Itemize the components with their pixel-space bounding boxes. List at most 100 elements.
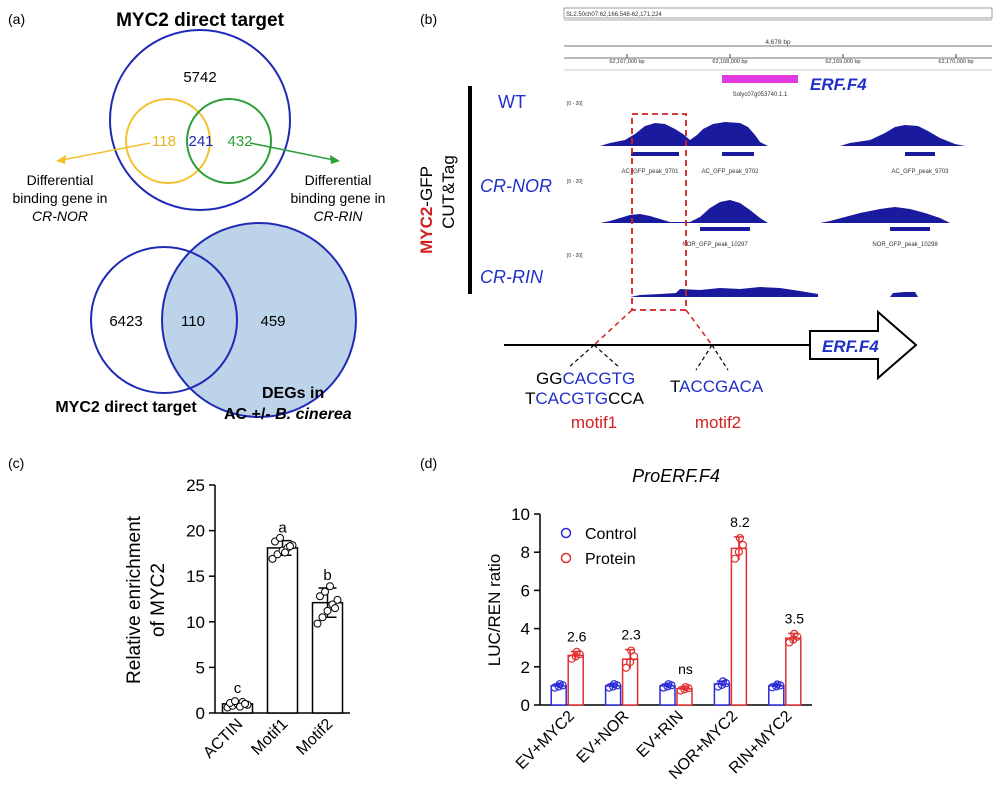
track-name-cr-nor: CR-NOR (480, 176, 552, 196)
right-note-line1: Differential (305, 172, 372, 188)
chromosome-ideogram (563, 7, 993, 19)
data-point (276, 533, 284, 542)
bar (567, 654, 584, 706)
data-point (281, 548, 289, 557)
gene-model (722, 75, 798, 83)
locus-coordinate: SL2.50ch07:62,166,548-62,171,224 (566, 12, 662, 18)
cr-rin-coverage-track (630, 287, 918, 297)
panel-c-chart: (c) 0 5 10 15 20 25 Relative enrichment of MYC2… (8, 455, 350, 762)
fold-change-label: ns (678, 661, 693, 677)
legend-label: Control (585, 526, 637, 543)
data-point (571, 652, 580, 661)
y-tick-label: 0 (196, 704, 205, 723)
yellow-arrow-line (61, 142, 151, 161)
track-name-cr-rin: CR-RIN (480, 267, 544, 287)
x-tick-label: Motif1 (248, 716, 291, 759)
data-point (626, 646, 636, 655)
bar (311, 601, 344, 714)
data-point (713, 682, 723, 691)
venn2-left-label: MYC2 direct target (55, 399, 197, 416)
highlight-box (631, 113, 687, 311)
motif2-connector (711, 344, 729, 371)
y-axis-label: LUC/REN ratio (485, 554, 504, 666)
left-note-line2: binding gene in (13, 190, 108, 206)
legend-marker (560, 527, 572, 539)
x-tick-label: ACTIN (200, 716, 246, 762)
peak-label: NOR_GFP_peak_10298 (872, 242, 938, 248)
cr-rin-signal (890, 292, 918, 297)
data-point (326, 582, 334, 591)
data-point (790, 629, 799, 638)
motif1-sequence-1: GGCACGTG (536, 369, 635, 388)
data-point (333, 595, 342, 604)
data-point (567, 654, 576, 663)
y-tick-label: 25 (186, 476, 205, 495)
data-point (268, 554, 277, 563)
data-point (231, 697, 239, 706)
motif2-connector (695, 344, 713, 371)
peak-label: AC_GFP_peak_9702 (701, 169, 759, 175)
fold-change-label: 3.5 (785, 610, 805, 626)
ruler-tick-label: 62,168,000 bp (712, 59, 747, 65)
data-point (621, 663, 631, 672)
motif1-connector (593, 344, 621, 369)
data-point (735, 533, 745, 543)
y-tick-label: 8 (521, 543, 530, 562)
ruler-tick-label: 62,170,000 bp (938, 59, 973, 65)
data-point (664, 680, 673, 689)
peak-bar (890, 227, 930, 231)
x-tick-label: Motif2 (293, 716, 336, 759)
bar (730, 547, 748, 706)
vertical-label-myc2: MYC2-GFP (417, 166, 436, 254)
x-tick-label: EV+NOR (574, 708, 633, 767)
panel-label-b: (b) (420, 11, 437, 27)
green-arrow-head (330, 155, 340, 164)
right-note-line3: CR-RIN (314, 208, 364, 224)
track-scale: [0 - 20] (567, 179, 583, 185)
peak-label: NOR_GFP_peak_10297 (682, 242, 748, 248)
panel-label-a: (a) (8, 11, 25, 27)
gene-id: Solyc07g053740.1.1 (733, 92, 788, 98)
left-note-line1: Differential (27, 172, 94, 188)
data-point (773, 680, 782, 689)
fold-change-label: 8.2 (730, 514, 750, 530)
data-point (555, 680, 564, 689)
significance-letter: b (323, 567, 331, 584)
panel-label-c: (c) (8, 455, 24, 471)
motif1-connector (567, 344, 595, 369)
wt-coverage-track (582, 122, 965, 156)
bar (266, 547, 299, 714)
data-point (730, 554, 740, 563)
peak-label: AC_GFP_peak_9701 (621, 169, 679, 175)
data-point (241, 699, 249, 708)
significance-letter: c (234, 680, 242, 697)
venn2-left-count: 6423 (109, 313, 142, 330)
track-scale: [0 - 20] (567, 253, 583, 259)
chart-title: ProERF.F4 (632, 466, 720, 486)
peak-bar (700, 227, 750, 231)
green-arrow-line (249, 142, 335, 161)
data-point (316, 592, 324, 601)
legend-label: Protein (585, 551, 636, 568)
fold-change-label: 2.6 (567, 629, 587, 645)
motif2-label: motif2 (695, 413, 741, 432)
y-tick-label: 4 (521, 620, 530, 639)
track-name-wt: WT (498, 92, 526, 112)
panel-a: (a) MYC2 direct target 5742 118 241 432 … (8, 10, 385, 423)
motif2-sequence: TACCGACA (670, 377, 764, 396)
venn1-mid-count: 241 (188, 133, 213, 150)
ruler-tick-label: 62,169,000 bp (825, 59, 860, 65)
data-point (286, 542, 294, 551)
panel-d-chart: (d) ProERF.F4 0 2 4 6 8 10 LUC/REN ratio Control… (420, 455, 812, 783)
data-point (718, 677, 728, 686)
venn1-left-count: 118 (152, 133, 176, 150)
data-point (681, 682, 690, 692)
y-tick-label: 10 (511, 505, 530, 524)
motif1-sequence-2: TCACGTGCCA (525, 389, 645, 408)
yellow-arrow-head (56, 155, 66, 164)
peak-label: AC_GFP_peak_9703 (891, 169, 949, 175)
venn1-yellow-circle (125, 98, 211, 184)
data-point (738, 540, 748, 550)
vertical-label-cuttag: CUT&Tag (439, 155, 458, 229)
